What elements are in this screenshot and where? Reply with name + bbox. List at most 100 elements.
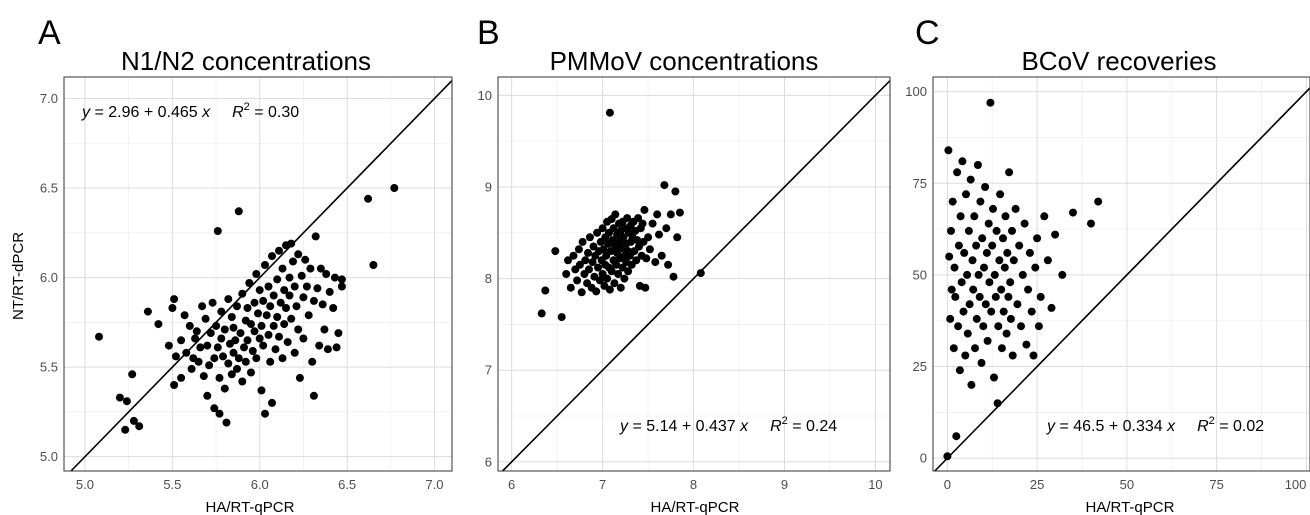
data-point xyxy=(323,345,332,354)
data-point xyxy=(956,212,965,221)
data-point xyxy=(278,264,287,273)
data-point xyxy=(208,298,217,307)
data-point xyxy=(95,332,103,341)
x-tick-label: 50 xyxy=(1120,477,1134,492)
data-point xyxy=(234,354,243,363)
data-point xyxy=(669,272,678,281)
data-point xyxy=(1006,278,1015,287)
data-point xyxy=(984,219,993,228)
data-point xyxy=(950,263,959,272)
data-point xyxy=(1024,285,1033,294)
data-point xyxy=(121,425,130,434)
y-tick-label: 7 xyxy=(485,363,492,378)
data-point xyxy=(585,265,593,274)
data-point xyxy=(1051,230,1060,239)
data-point xyxy=(287,239,296,248)
data-point xyxy=(1006,314,1015,323)
panel-c-grid xyxy=(933,77,1310,471)
data-point xyxy=(269,321,278,330)
data-point xyxy=(994,322,1003,331)
data-point xyxy=(268,252,276,261)
x-tick-label: 7.0 xyxy=(425,477,443,492)
data-point xyxy=(259,341,268,350)
data-point xyxy=(953,168,962,177)
panel-c-y-ticks: 0 25 50 75 100 xyxy=(905,84,927,466)
data-point xyxy=(634,214,643,223)
data-point xyxy=(981,183,990,191)
data-point xyxy=(620,274,629,283)
data-point xyxy=(285,273,294,282)
data-point xyxy=(295,373,304,382)
eq-r2-sup: 2 xyxy=(1209,415,1215,427)
data-point xyxy=(595,276,604,285)
data-point xyxy=(320,325,329,334)
data-point xyxy=(612,260,621,269)
y-tick-label: 6.0 xyxy=(40,270,58,285)
x-tick-label: 5.5 xyxy=(163,477,181,492)
data-point xyxy=(1058,270,1067,279)
data-point xyxy=(952,432,961,441)
data-point xyxy=(961,351,970,360)
data-point xyxy=(254,309,262,318)
data-point xyxy=(632,256,641,265)
data-point xyxy=(982,248,991,257)
panel-b-regression-equation: y = 5.14 + 0.437 x R2 = 0.24 xyxy=(619,415,837,435)
data-point xyxy=(1003,248,1012,257)
panel-b-points xyxy=(537,108,705,322)
data-point xyxy=(1036,292,1045,301)
data-point xyxy=(212,321,221,330)
panel-b: B PMMoV concentrations 6 7 8 9 10 6 7 8 9 10 HA/… xyxy=(477,14,891,515)
y-tick-label: 10 xyxy=(478,88,492,103)
data-point xyxy=(578,237,587,246)
data-point xyxy=(609,224,618,233)
x-tick-label: 6.5 xyxy=(338,477,356,492)
panel-a-title: N1/N2 concentrations xyxy=(121,46,371,76)
panel-b-title: PMMoV concentrations xyxy=(550,46,819,76)
data-point xyxy=(276,298,285,307)
data-point xyxy=(1017,322,1025,331)
data-point xyxy=(275,246,283,255)
data-point xyxy=(1034,322,1043,331)
data-point xyxy=(222,418,231,427)
panel-b-frame xyxy=(497,76,891,472)
data-point xyxy=(203,391,212,400)
x-tick-label: 5.0 xyxy=(76,477,94,492)
data-point xyxy=(992,226,1001,235)
data-point xyxy=(143,307,152,316)
data-point xyxy=(588,258,597,267)
data-point xyxy=(592,287,601,296)
data-point xyxy=(1001,212,1010,221)
data-point xyxy=(963,270,972,279)
panel-b-x-ticks: 6 7 8 9 10 xyxy=(508,477,883,492)
data-point xyxy=(641,283,650,292)
eq-r2-sup: 2 xyxy=(782,415,788,427)
panel-b-x-axis-title: HA/RT-qPCR xyxy=(651,499,740,515)
panel-c-letter: C xyxy=(915,14,940,52)
data-point xyxy=(1008,226,1016,235)
data-point xyxy=(624,267,633,276)
data-point xyxy=(240,343,248,352)
data-point xyxy=(993,399,1002,408)
x-tick-label: 9 xyxy=(781,477,788,492)
data-point xyxy=(598,224,607,233)
y-tick-label: 25 xyxy=(913,359,927,374)
data-point xyxy=(599,245,608,254)
data-point xyxy=(177,336,186,345)
data-point xyxy=(1004,292,1013,301)
data-point xyxy=(999,234,1007,243)
data-point xyxy=(1033,234,1042,243)
data-point xyxy=(997,344,1006,353)
data-point xyxy=(551,247,560,256)
data-point xyxy=(334,329,343,338)
data-point xyxy=(958,157,967,166)
data-point xyxy=(541,286,550,295)
data-point xyxy=(287,314,296,323)
panel-b-grid xyxy=(498,77,890,471)
data-point xyxy=(574,245,583,254)
data-point xyxy=(273,313,282,321)
y-tick-label: 6 xyxy=(485,454,492,469)
data-point xyxy=(1011,204,1020,213)
data-point xyxy=(978,234,987,243)
data-point xyxy=(1020,219,1029,228)
data-point xyxy=(577,288,586,297)
